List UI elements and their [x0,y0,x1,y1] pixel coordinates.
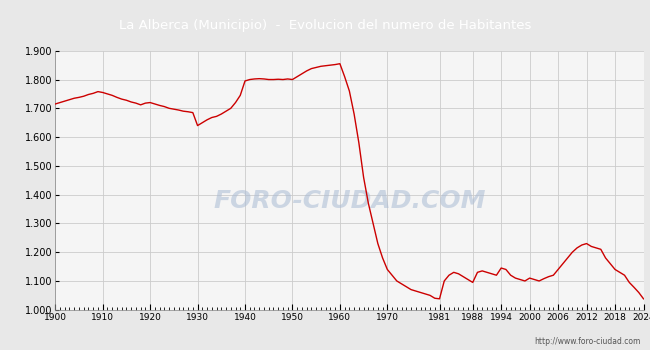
Text: http://www.foro-ciudad.com: http://www.foro-ciudad.com [534,337,640,346]
Text: FORO-CIUDAD.COM: FORO-CIUDAD.COM [213,189,486,213]
Text: La Alberca (Municipio)  -  Evolucion del numero de Habitantes: La Alberca (Municipio) - Evolucion del n… [119,19,531,32]
